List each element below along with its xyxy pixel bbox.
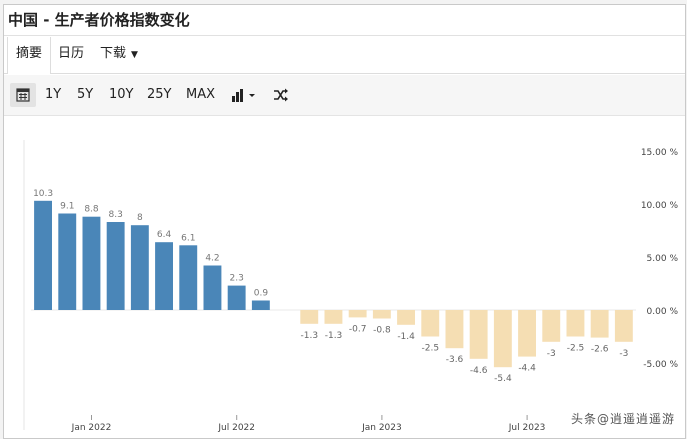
calendar-button[interactable] bbox=[10, 83, 36, 107]
chart-toolbar: 1Y 5Y 10Y 25Y MAX bbox=[4, 75, 685, 116]
chart-widget: 中国 - 生产者价格指数变化 摘要 日历 下载 ▼ 1Y 5Y 10Y 25Y M… bbox=[3, 4, 686, 439]
tab-download[interactable]: 下载 ▼ bbox=[100, 37, 138, 72]
tab-bar: 摘要 日历 下载 ▼ bbox=[4, 37, 685, 74]
range-25y-button[interactable]: 25Y bbox=[147, 87, 172, 102]
tab-summary[interactable]: 摘要 bbox=[7, 37, 52, 74]
tab-summary-label: 摘要 bbox=[16, 46, 43, 61]
tab-calendar[interactable]: 日历 bbox=[58, 37, 84, 72]
calendar-icon bbox=[16, 88, 30, 102]
page-title: 中国 - 生产者价格指数变化 bbox=[8, 11, 190, 29]
tab-calendar-label: 日历 bbox=[58, 46, 85, 61]
title-bar: 中国 - 生产者价格指数变化 bbox=[4, 5, 685, 36]
range-10y-button[interactable]: 10Y bbox=[109, 87, 134, 102]
compare-button[interactable] bbox=[272, 84, 290, 106]
range-5y-button[interactable]: 5Y bbox=[77, 87, 94, 102]
caret-down-icon: ▼ bbox=[131, 50, 138, 60]
bar-chart-icon bbox=[232, 89, 255, 102]
tab-download-label: 下载 bbox=[100, 46, 127, 61]
chart-type-button[interactable] bbox=[230, 84, 260, 106]
range-max-button[interactable]: MAX bbox=[186, 87, 216, 102]
watermark-text: 头条@逍遥逍遥游 bbox=[570, 412, 675, 426]
range-1y-button[interactable]: 1Y bbox=[45, 87, 62, 102]
shuffle-icon bbox=[274, 88, 288, 102]
